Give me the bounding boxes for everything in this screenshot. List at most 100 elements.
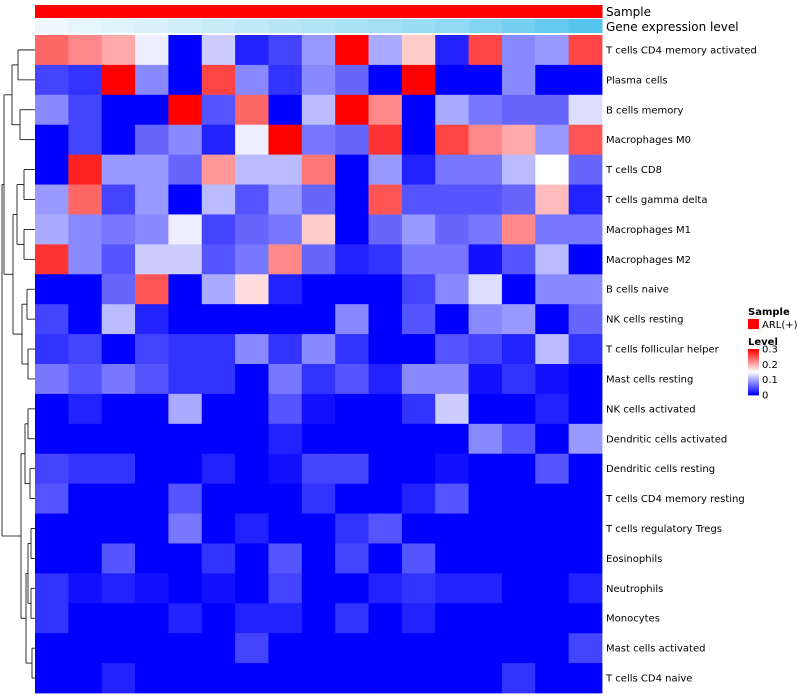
row-label: T cells CD4 naive — [605, 674, 692, 685]
heatmap-cell — [201, 453, 236, 485]
heatmap-cell — [201, 304, 236, 335]
heatmap-cell — [68, 393, 103, 425]
legend-colorbar-step — [748, 379, 759, 381]
sample-annotation-cell — [401, 5, 436, 18]
heatmap-cell — [35, 663, 69, 694]
legend-colorbar-step — [748, 381, 759, 383]
heatmap-cell — [568, 423, 603, 455]
heatmap-cell — [268, 154, 303, 185]
legend-level-ticks: 0.3 0.2 0.1 0 — [762, 345, 778, 402]
heatmap-cell — [235, 393, 269, 425]
legend-level-title: Level — [748, 337, 778, 348]
heatmap-cell — [301, 483, 336, 514]
heatmap-cell — [35, 184, 69, 215]
heatmap-cell — [201, 364, 236, 395]
heatmap-cell — [168, 423, 203, 455]
heatmap-cell — [35, 423, 69, 455]
heatmap-cell — [501, 543, 536, 574]
heatmap-cell — [235, 603, 269, 634]
heatmap-cell — [168, 513, 203, 544]
heatmap-cell — [301, 633, 336, 664]
heatmap-cell — [468, 154, 503, 185]
heatmap-cell — [68, 244, 103, 275]
heatmap-cell — [201, 393, 236, 425]
heatmap-cell — [501, 244, 536, 275]
heatmap-cell — [501, 184, 536, 215]
heatmap-cell — [435, 543, 469, 574]
gene-expression-track-label: Gene expression level — [606, 20, 739, 34]
heatmap-cell — [268, 603, 303, 634]
heatmap-cell — [568, 154, 603, 185]
heatmap-cell — [35, 573, 69, 604]
heatmap-cell — [401, 94, 436, 126]
heatmap-cell — [401, 274, 436, 305]
gene-expression-annotation-cell — [368, 19, 403, 33]
heatmap-cell — [435, 423, 469, 455]
heatmap-cell — [268, 184, 303, 215]
heatmap-cell — [268, 124, 303, 156]
heatmap-cell — [135, 304, 169, 335]
heatmap-cell — [401, 453, 436, 485]
heatmap-cell — [35, 334, 69, 365]
heatmap-cell — [68, 603, 103, 634]
heatmap-cell — [35, 64, 69, 96]
heatmap-cell — [368, 94, 403, 126]
heatmap-cell — [135, 393, 169, 425]
heatmap-cell — [101, 453, 136, 485]
legend-colorbar-step — [748, 376, 759, 378]
heatmap-cell — [135, 274, 169, 305]
heatmap-cell — [35, 124, 69, 156]
heatmap-cell — [368, 64, 403, 96]
legend-colorbar-step — [748, 392, 759, 394]
heatmap-cell — [135, 364, 169, 395]
heatmap-cell — [335, 244, 369, 275]
legend-colorbar-step — [748, 362, 759, 364]
heatmap-cell — [335, 124, 369, 156]
heatmap-cell — [135, 573, 169, 604]
heatmap-cell — [135, 214, 169, 245]
heatmap-cell — [101, 154, 136, 185]
legend-colorbar-step — [748, 358, 759, 360]
heatmap-cell — [35, 35, 69, 66]
heatmap-cell — [68, 483, 103, 514]
row-label: Monocytes — [606, 614, 660, 625]
heatmap-cell — [335, 184, 369, 215]
heatmap-cell — [168, 64, 203, 96]
legend-colorbar-step — [748, 369, 759, 371]
heatmap-cell — [301, 154, 336, 185]
heatmap-cell — [368, 244, 403, 275]
heatmap-cell — [101, 663, 136, 694]
heatmap-cell — [301, 393, 336, 425]
heatmap-cell — [401, 184, 436, 215]
heatmap-cell — [335, 364, 369, 395]
heatmap-cell — [568, 453, 603, 485]
heatmap-cell — [135, 64, 169, 96]
heatmap-cell — [435, 513, 469, 544]
heatmap-cell — [568, 274, 603, 305]
heatmap-cell — [568, 483, 603, 514]
heatmap-cell — [401, 483, 436, 514]
heatmap-cell — [201, 633, 236, 664]
heatmap-cell — [268, 393, 303, 425]
heatmap-cell — [535, 393, 570, 425]
row-label: NK cells resting — [606, 315, 683, 326]
heatmap-cell — [568, 573, 603, 604]
heatmap-cell — [501, 453, 536, 485]
heatmap-cell — [268, 543, 303, 574]
heatmap-cell — [235, 543, 269, 574]
heatmap-cell — [535, 64, 570, 96]
sample-annotation-cell — [101, 5, 136, 18]
heatmap-cell — [535, 94, 570, 126]
heatmap-cell — [235, 274, 269, 305]
heatmap-cell — [101, 483, 136, 514]
gene-expression-annotation-cell — [301, 19, 336, 33]
heatmap-cell — [335, 543, 369, 574]
heatmap-cell — [101, 393, 136, 425]
legend-colorbar-step — [748, 385, 759, 387]
heatmap-cell — [168, 94, 203, 126]
heatmap-cell — [568, 214, 603, 245]
heatmap-cell — [168, 633, 203, 664]
heatmap-cell — [235, 483, 269, 514]
legend-colorbar-step — [748, 357, 759, 359]
sample-annotation-cell — [301, 5, 336, 18]
